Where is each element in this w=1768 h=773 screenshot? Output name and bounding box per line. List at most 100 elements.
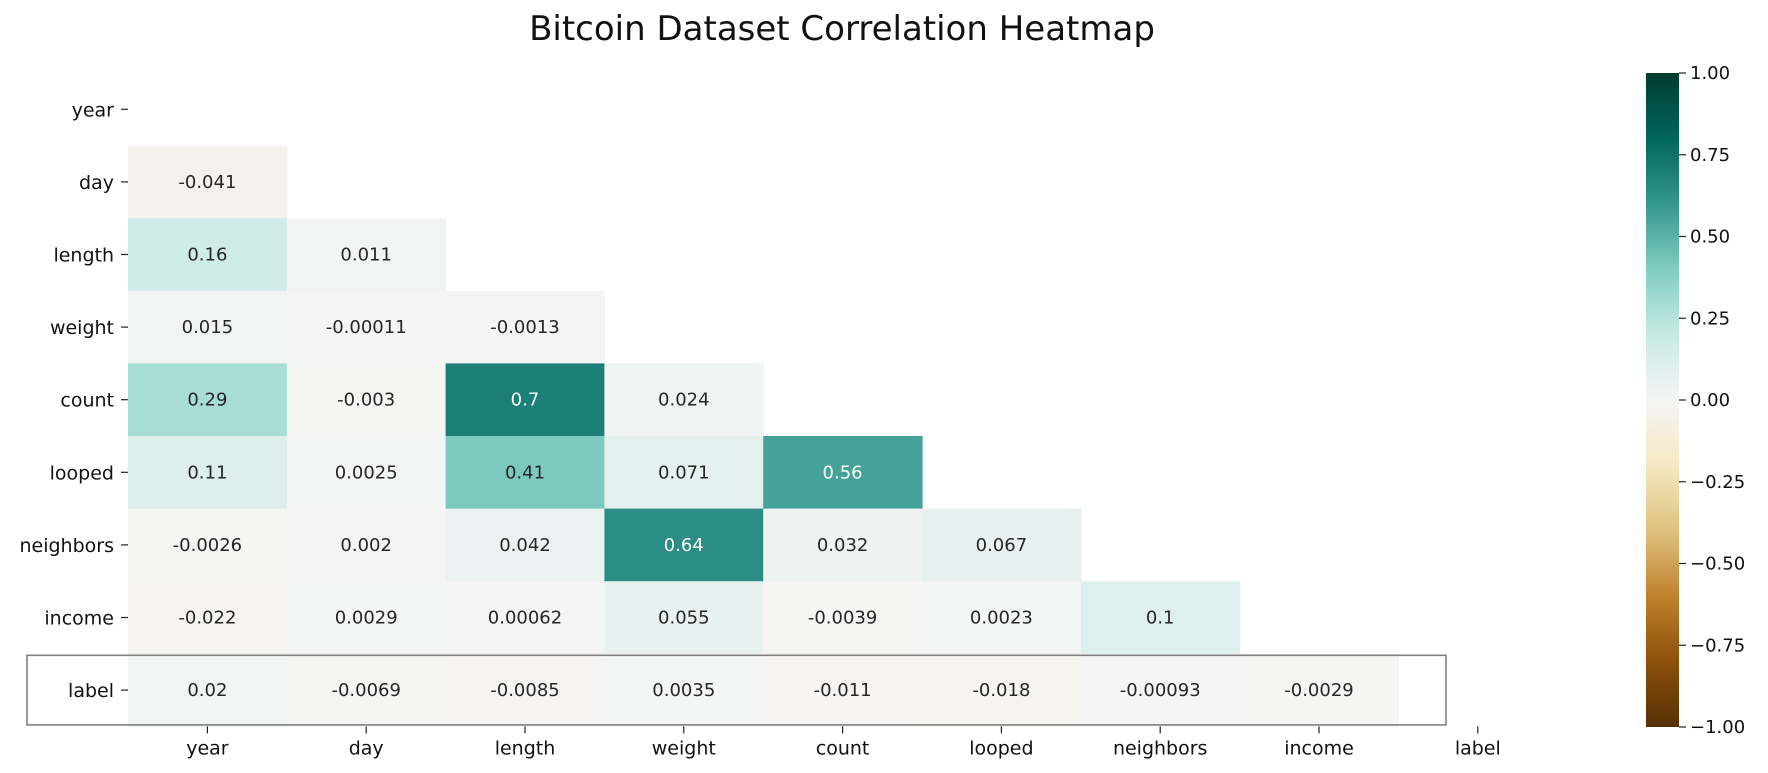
heatmap-cell (286, 653, 447, 727)
heatmap-cell (763, 581, 923, 655)
cell-value-label: -0.018 (972, 680, 1030, 701)
colorbar-tick-label: 0.75 (1690, 145, 1730, 166)
heatmap-cell (445, 290, 605, 364)
cell-value-label: 0.56 (823, 462, 863, 483)
row-tick-label: label (68, 680, 114, 702)
heatmap-cell (604, 363, 764, 437)
colorbar-tick-label: 0.50 (1690, 227, 1730, 248)
colorbar-tick-label: 0.00 (1690, 390, 1730, 411)
cell-value-label: 0.055 (658, 608, 710, 629)
heatmap-cell (128, 508, 288, 582)
heatmap-cell (445, 581, 605, 655)
heatmap-cell (1239, 653, 1399, 727)
row-tick-label: looped (50, 462, 114, 484)
cell-value-label: -0.0039 (808, 608, 877, 629)
heatmap-cell (604, 581, 764, 655)
cell-value-label: 0.042 (499, 535, 551, 556)
row-tick-label: day (79, 172, 114, 194)
column-tick-label: weight (652, 737, 716, 759)
heatmap-cell (286, 436, 447, 510)
cell-value-label: 0.032 (817, 535, 869, 556)
colorbar-tick-label: −0.25 (1690, 472, 1745, 493)
heatmap-cell (1080, 581, 1241, 655)
row-tick-label: weight (50, 317, 114, 339)
heatmap-cell (763, 653, 923, 727)
column-tick-label: neighbors (1113, 737, 1208, 759)
cell-value-label: 0.067 (976, 535, 1028, 556)
cell-value-label: 0.011 (340, 245, 392, 266)
heatmap-cell (922, 653, 1082, 727)
colorbar-tick-label: 1.00 (1690, 63, 1730, 84)
cell-value-label: -0.0026 (173, 535, 242, 556)
cell-value-label: -0.00093 (1120, 680, 1201, 701)
heatmap-cell (604, 436, 764, 510)
colorbar: −1.00 −0.75 −0.50 −0.25 0.00 0.25 0.50 0.75 1.00 (1646, 63, 1745, 738)
cell-value-label: 0.015 (182, 317, 234, 338)
heatmap-cell (286, 290, 447, 364)
heatmap-cell (128, 218, 288, 292)
cell-value-label: 0.41 (505, 462, 545, 483)
heatmap-cell (604, 653, 764, 727)
heatmap-cells: -0.041 0.16 0.011 0.015 -0.00011 -0.0013 0.29 -… (128, 145, 1399, 727)
row-tick-label: income (44, 608, 114, 630)
colorbar-tick-label: −0.50 (1690, 554, 1745, 575)
cell-value-label: -0.0029 (1284, 680, 1353, 701)
cell-value-label: 0.11 (187, 462, 227, 483)
cell-value-label: 0.0025 (335, 462, 398, 483)
heatmap-cell (128, 581, 288, 655)
row-tick-label: length (53, 245, 114, 267)
column-tick-label: year (186, 737, 229, 759)
cell-value-label: 0.29 (187, 390, 227, 411)
row-tick-label: year (72, 99, 115, 121)
heatmap-cell (286, 218, 447, 292)
heatmap-cell (604, 508, 764, 582)
cell-value-label: 0.02 (187, 680, 227, 701)
column-axis: year day length weight count looped neighbors i… (186, 726, 1501, 759)
heatmap-cell (128, 653, 288, 727)
heatmap-cell (763, 508, 923, 582)
highlighted-row-box (26, 654, 1447, 726)
heatmap-cell (445, 653, 605, 727)
heatmap-cell (286, 508, 447, 582)
heatmap-cell (445, 508, 605, 582)
row-tick-label: count (60, 390, 114, 412)
cell-value-label: 0.00062 (488, 608, 562, 629)
cell-value-label: 0.16 (187, 245, 227, 266)
column-tick-label: day (349, 737, 384, 759)
chart-title: Bitcoin Dataset Correlation Heatmap (529, 9, 1155, 49)
colorbar-ticks: −1.00 −0.75 −0.50 −0.25 0.00 0.25 0.50 0.75 1.00 (1679, 63, 1745, 738)
heatmap-cell (445, 436, 605, 510)
heatmap-cell (128, 363, 288, 437)
column-tick-label: income (1284, 737, 1354, 759)
colorbar-gradient (1646, 73, 1679, 727)
cell-value-label: 0.0029 (335, 608, 398, 629)
column-tick-label: length (495, 737, 556, 759)
cell-value-label: 0.071 (658, 462, 710, 483)
cell-value-label: -0.0085 (490, 680, 559, 701)
cell-value-label: -0.0069 (331, 680, 400, 701)
column-tick-label: count (816, 737, 870, 759)
heatmap-cell (128, 145, 288, 219)
heatmap-cell (128, 436, 288, 510)
colorbar-tick-label: −1.00 (1690, 717, 1745, 738)
heatmap-cell (763, 436, 923, 510)
cell-value-label: -0.0013 (490, 317, 559, 338)
column-tick-label: label (1455, 737, 1501, 759)
cell-value-label: 0.0023 (970, 608, 1033, 629)
cell-value-label: 0.024 (658, 390, 710, 411)
row-tick-label: neighbors (19, 535, 114, 557)
colorbar-tick-label: −0.75 (1690, 635, 1745, 656)
heatmap-cell (922, 508, 1082, 582)
cell-value-label: -0.003 (337, 390, 395, 411)
heatmap-cell (128, 290, 288, 364)
heatmap-cell (1080, 653, 1241, 727)
row-axis: year day length weight count looped neighbors i… (19, 99, 128, 702)
cell-value-label: 0.1 (1146, 608, 1175, 629)
colorbar-tick-label: 0.25 (1690, 308, 1730, 329)
cell-value-label: 0.64 (664, 535, 704, 556)
column-tick-label: looped (969, 737, 1033, 759)
cell-value-label: -0.022 (178, 608, 236, 629)
cell-value-label: -0.041 (178, 172, 236, 193)
cell-value-label: -0.011 (814, 680, 872, 701)
